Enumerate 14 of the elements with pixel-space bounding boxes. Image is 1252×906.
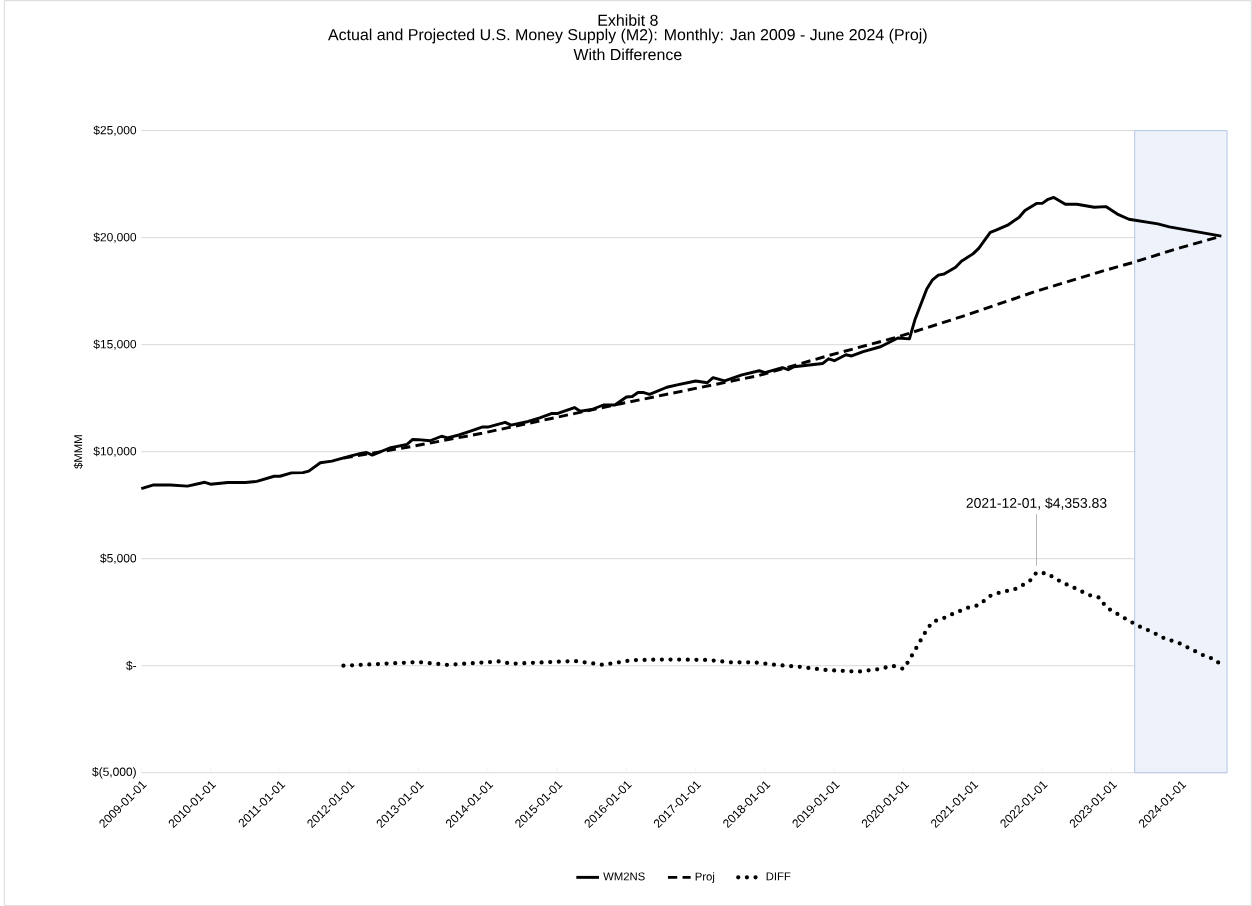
annotation: 2021-12-01, $4,353.83	[966, 497, 1107, 510]
legend-label: Proj	[695, 872, 715, 883]
chart-title: Exhibit 8	[598, 14, 658, 26]
legend-label: DIFF	[766, 872, 791, 881]
y-tick-label: $(5,000)	[92, 766, 136, 779]
y-tick-label: $5,000	[100, 553, 137, 564]
y-tick-label: $25,000	[93, 125, 137, 136]
chart-subtitle: Actual and Projected U.S. Money Supply (M2): Monthly: Jan 2009 - June 2024 (Proj) With Difference	[328, 28, 927, 61]
y-tick-label: $20,000	[93, 232, 137, 243]
legend-label: WM2NS	[603, 872, 645, 881]
y-axis-title: $MMM	[73, 435, 83, 469]
y-tick-label: $15,000	[93, 339, 137, 350]
y-tick-label: $10,000	[93, 446, 137, 457]
y-tick-label: $-	[126, 660, 137, 671]
